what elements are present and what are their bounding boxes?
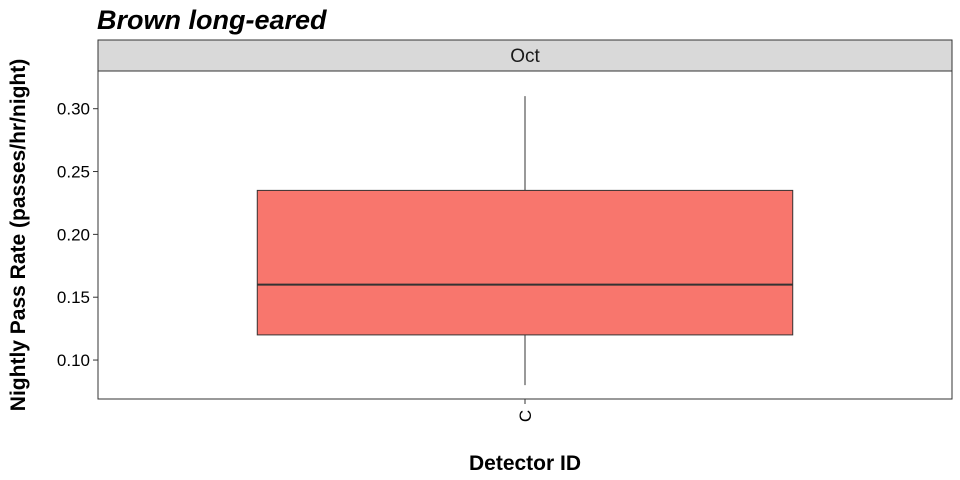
facet-strip [97,39,953,72]
y-tick-label: 0.20 [57,225,90,244]
y-tick-label: 0.15 [57,288,90,307]
chart-title: Brown long-eared [97,5,327,35]
box-iqr [256,189,794,336]
y-axis: 0.10 0.15 0.20 0.25 0.30 [57,100,98,370]
x-axis-title: Detector ID [469,452,581,475]
y-axis-title: Nightly Pass Rate (passes/hr/night) [7,59,30,411]
y-tick-label: 0.10 [57,351,90,370]
facet-strip-label: Oct [510,46,540,67]
x-axis: C [516,399,535,422]
y-tick-label: 0.25 [57,163,90,182]
x-tick-label: C [516,410,535,422]
y-tick-label: 0.30 [57,100,90,119]
boxplot-marks [256,96,794,386]
